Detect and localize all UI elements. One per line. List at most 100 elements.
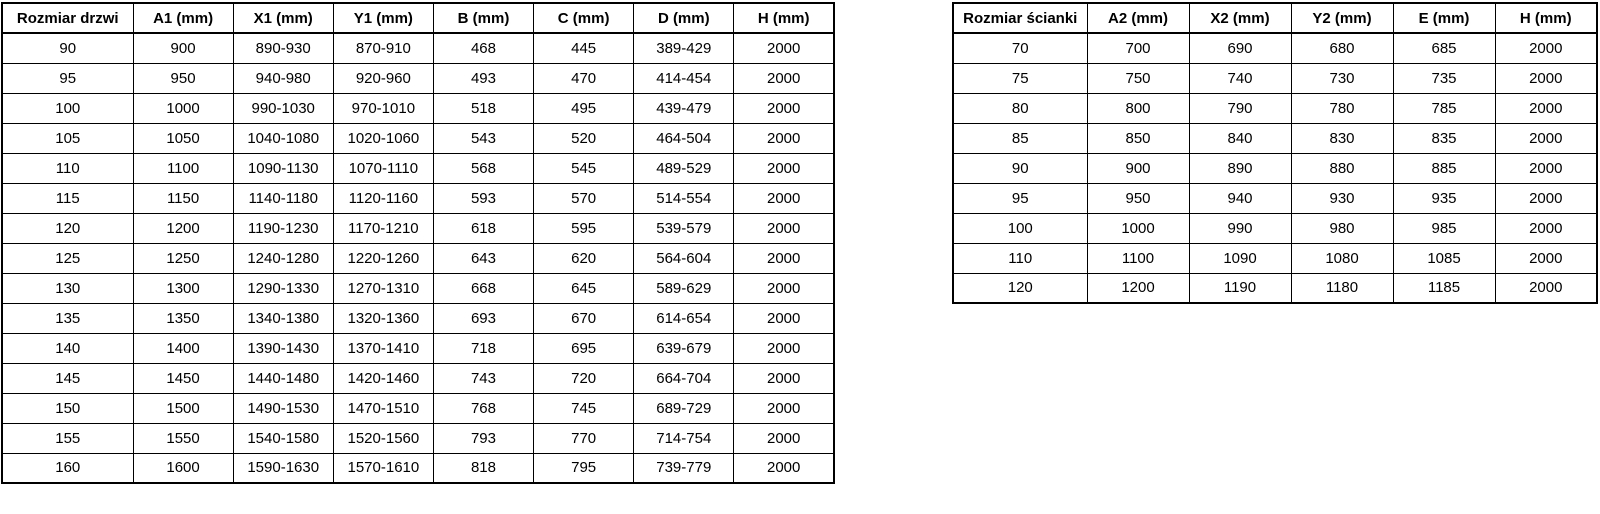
table-cell: 1270-1310 — [332, 272, 434, 304]
table-cell: 90 — [1, 32, 134, 64]
table-cell: 1350 — [132, 302, 234, 334]
table-cell: 568 — [432, 152, 535, 184]
table-cell: 493 — [432, 62, 535, 94]
column-header: Y2 (mm) — [1290, 2, 1394, 34]
table-cell: 145 — [1, 362, 134, 394]
table-cell: 790 — [1188, 92, 1292, 124]
column-header: Y1 (mm) — [332, 2, 434, 34]
table-row: 110 1100 1090-1130 1070-1110 568 545 489-529 20… — [1, 152, 835, 184]
table-cell: 835 — [1392, 122, 1496, 154]
table-row: 145 1450 1440-1480 1420-1460 743 720 664-704 20… — [1, 362, 835, 394]
table-cell: 514-554 — [633, 182, 735, 214]
table-cell: 1200 — [1086, 272, 1190, 304]
table-cell: 135 — [1, 302, 134, 334]
table-cell: 850 — [1086, 122, 1190, 154]
table-cell: 85 — [952, 122, 1088, 154]
table-cell: 564-604 — [633, 242, 735, 274]
table-cell: 1290-1330 — [232, 272, 334, 304]
table-cell: 689-729 — [633, 392, 735, 424]
table-cell: 539-579 — [633, 212, 735, 244]
table-cell: 1390-1430 — [232, 332, 334, 364]
table-cell: 589-629 — [633, 272, 735, 304]
table-cell: 900 — [132, 32, 234, 64]
wall-table-body: 70 700 690 680 685 2000 75 750 740 730 735 2000 80 80… — [952, 32, 1598, 304]
table-cell: 75 — [952, 62, 1088, 94]
table-row: 125 1250 1240-1280 1220-1260 643 620 564-604 20… — [1, 242, 835, 274]
table-cell: 2000 — [733, 62, 835, 94]
table-cell: 1180 — [1290, 272, 1394, 304]
table-cell: 445 — [533, 32, 635, 64]
table-cell: 520 — [533, 122, 635, 154]
table-cell: 2000 — [733, 122, 835, 154]
table-cell: 680 — [1290, 32, 1394, 64]
table-cell: 900 — [1086, 152, 1190, 184]
table-cell: 2000 — [1494, 212, 1598, 244]
table-cell: 714-754 — [633, 422, 735, 454]
table-cell: 2000 — [1494, 152, 1598, 184]
table-row: 105 1050 1040-1080 1020-1060 543 520 464-504 20… — [1, 122, 835, 154]
table-cell: 2000 — [733, 332, 835, 364]
table-cell: 1120-1160 — [332, 182, 434, 214]
table-cell: 720 — [533, 362, 635, 394]
table-cell: 1020-1060 — [332, 122, 434, 154]
table-cell: 518 — [432, 92, 535, 124]
table-cell: 950 — [132, 62, 234, 94]
table-cell: 700 — [1086, 32, 1190, 64]
table-row: 120 1200 1190 1180 1185 2000 — [952, 272, 1598, 304]
table-cell: 730 — [1290, 62, 1394, 94]
table-cell: 664-704 — [633, 362, 735, 394]
table-cell: 2000 — [733, 32, 835, 64]
header-row: Rozmiar drzwi A1 (mm) X1 (mm) Y1 (mm) B (mm)… — [1, 2, 835, 34]
table-cell: 1085 — [1392, 242, 1496, 274]
table-row: 160 1600 1590-1630 1570-1610 818 795 739-779 20… — [1, 452, 835, 484]
column-header: H (mm) — [1494, 2, 1598, 34]
table-cell: 1000 — [1086, 212, 1190, 244]
table-cell: 120 — [1, 212, 134, 244]
wall-size-table: Rozmiar ścianki A2 (mm) X2 (mm) Y2 (mm) E (m… — [952, 2, 1598, 304]
table-cell: 495 — [533, 92, 635, 124]
table-cell: 155 — [1, 422, 134, 454]
table-cell: 1000 — [132, 92, 234, 124]
table-row: 115 1150 1140-1180 1120-1160 593 570 514-554 20… — [1, 182, 835, 214]
column-header: Rozmiar drzwi — [1, 2, 134, 34]
table-cell: 890 — [1188, 152, 1292, 184]
table-cell: 2000 — [733, 392, 835, 424]
table-cell: 2000 — [1494, 92, 1598, 124]
table-cell: 840 — [1188, 122, 1292, 154]
table-cell: 800 — [1086, 92, 1190, 124]
table-cell: 795 — [533, 452, 635, 484]
table-cell: 2000 — [1494, 122, 1598, 154]
table-cell: 2000 — [733, 452, 835, 484]
table-cell: 125 — [1, 242, 134, 274]
table-row: 70 700 690 680 685 2000 — [952, 32, 1598, 64]
table-cell: 1190-1230 — [232, 212, 334, 244]
table-cell: 1100 — [1086, 242, 1190, 274]
table-cell: 693 — [432, 302, 535, 334]
table-cell: 750 — [1086, 62, 1190, 94]
column-header: B (mm) — [432, 2, 535, 34]
header-row: Rozmiar ścianki A2 (mm) X2 (mm) Y2 (mm) E (m… — [952, 2, 1598, 34]
table-cell: 464-504 — [633, 122, 735, 154]
table-cell: 595 — [533, 212, 635, 244]
table-cell: 818 — [432, 452, 535, 484]
door-size-table: Rozmiar drzwi A1 (mm) X1 (mm) Y1 (mm) B (mm)… — [1, 2, 835, 484]
table-cell: 120 — [952, 272, 1088, 304]
table-cell: 718 — [432, 332, 535, 364]
column-header: E (mm) — [1392, 2, 1496, 34]
table-cell: 920-960 — [332, 62, 434, 94]
wall-table-header: Rozmiar ścianki A2 (mm) X2 (mm) Y2 (mm) E (m… — [952, 2, 1598, 34]
table-cell: 80 — [952, 92, 1088, 124]
table-cell: 1440-1480 — [232, 362, 334, 394]
table-cell: 2000 — [733, 182, 835, 214]
table-cell: 100 — [952, 212, 1088, 244]
table-cell: 940 — [1188, 182, 1292, 214]
table-cell: 1590-1630 — [232, 452, 334, 484]
table-cell: 690 — [1188, 32, 1292, 64]
table-cell: 950 — [1086, 182, 1190, 214]
door-table-header: Rozmiar drzwi A1 (mm) X1 (mm) Y1 (mm) B (mm)… — [1, 2, 835, 34]
table-cell: 1240-1280 — [232, 242, 334, 274]
table-row: 120 1200 1190-1230 1170-1210 618 595 539-579 20… — [1, 212, 835, 244]
table-cell: 743 — [432, 362, 535, 394]
table-cell: 593 — [432, 182, 535, 214]
table-cell: 115 — [1, 182, 134, 214]
